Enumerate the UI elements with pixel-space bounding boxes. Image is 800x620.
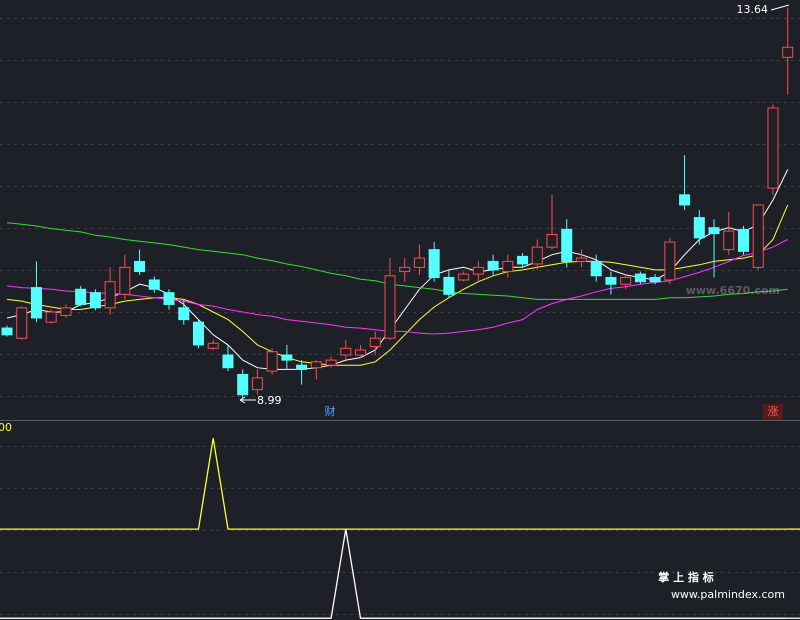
candle-body	[723, 230, 735, 251]
candle-body	[340, 347, 352, 356]
candle-body	[767, 107, 779, 189]
candle-body	[296, 364, 308, 370]
candle-body	[251, 377, 263, 391]
candle-body	[369, 337, 381, 348]
indicator-line	[0, 528, 788, 619]
candle-body	[634, 273, 646, 283]
candle-body	[178, 307, 190, 321]
moving-average	[6, 239, 788, 335]
candle-body	[355, 349, 367, 356]
candle-body	[575, 257, 587, 262]
moving-average	[6, 204, 789, 366]
candle-body	[752, 204, 764, 268]
candle-body	[502, 260, 514, 273]
candle-body	[679, 194, 691, 206]
candle-body	[266, 351, 278, 372]
candle-body	[192, 321, 204, 346]
candle-body	[75, 288, 87, 305]
candle-body	[649, 276, 661, 283]
candle-body	[384, 275, 396, 339]
candle-body	[443, 276, 455, 295]
candle-body	[620, 276, 632, 285]
candle-body	[561, 228, 573, 262]
candle-body	[782, 46, 794, 58]
indicator-line	[0, 438, 788, 530]
candle-body	[89, 292, 101, 309]
watermark: 掌 上 指 标	[658, 570, 714, 584]
candle-body	[693, 217, 705, 239]
candle-body	[237, 373, 249, 396]
event-mark: 财	[325, 404, 336, 418]
badge-bg	[763, 404, 783, 420]
candle-body	[738, 228, 749, 252]
candle-body	[325, 359, 337, 366]
candle-body	[472, 266, 484, 275]
candle-body	[207, 342, 219, 349]
candle-body	[119, 266, 131, 295]
candle-body	[664, 241, 676, 281]
watermark: www.6670.com	[686, 284, 780, 297]
candle-body	[708, 227, 720, 235]
watermark: www.palmindex.com	[671, 588, 785, 601]
candle-body	[428, 249, 440, 278]
candle-body	[399, 266, 411, 273]
candle-body	[487, 260, 499, 271]
moving-average	[6, 222, 788, 300]
candle-body	[1, 327, 13, 336]
event-mark: 涨	[768, 405, 779, 418]
candle-body	[60, 307, 72, 316]
candle-body	[605, 276, 617, 285]
candle-body	[590, 260, 602, 277]
candle-body	[531, 246, 543, 265]
high-label: 13.64	[737, 3, 769, 16]
candle-body	[281, 354, 293, 361]
candle-body	[134, 260, 146, 273]
candle-body	[517, 255, 529, 265]
candle-body	[310, 361, 322, 369]
candle-body	[546, 233, 558, 248]
candle-body	[163, 292, 175, 305]
candle-body	[222, 354, 234, 369]
low-label: 8.99	[257, 394, 282, 407]
candle-body	[45, 311, 57, 323]
candle-body	[30, 287, 42, 319]
candle-body	[16, 307, 28, 339]
candle-body	[148, 279, 160, 290]
candle-body	[413, 257, 425, 268]
candle-body	[458, 273, 470, 281]
high-arrow	[770, 4, 790, 11]
candle-body	[104, 281, 116, 309]
indicator-label: 00	[0, 421, 12, 434]
